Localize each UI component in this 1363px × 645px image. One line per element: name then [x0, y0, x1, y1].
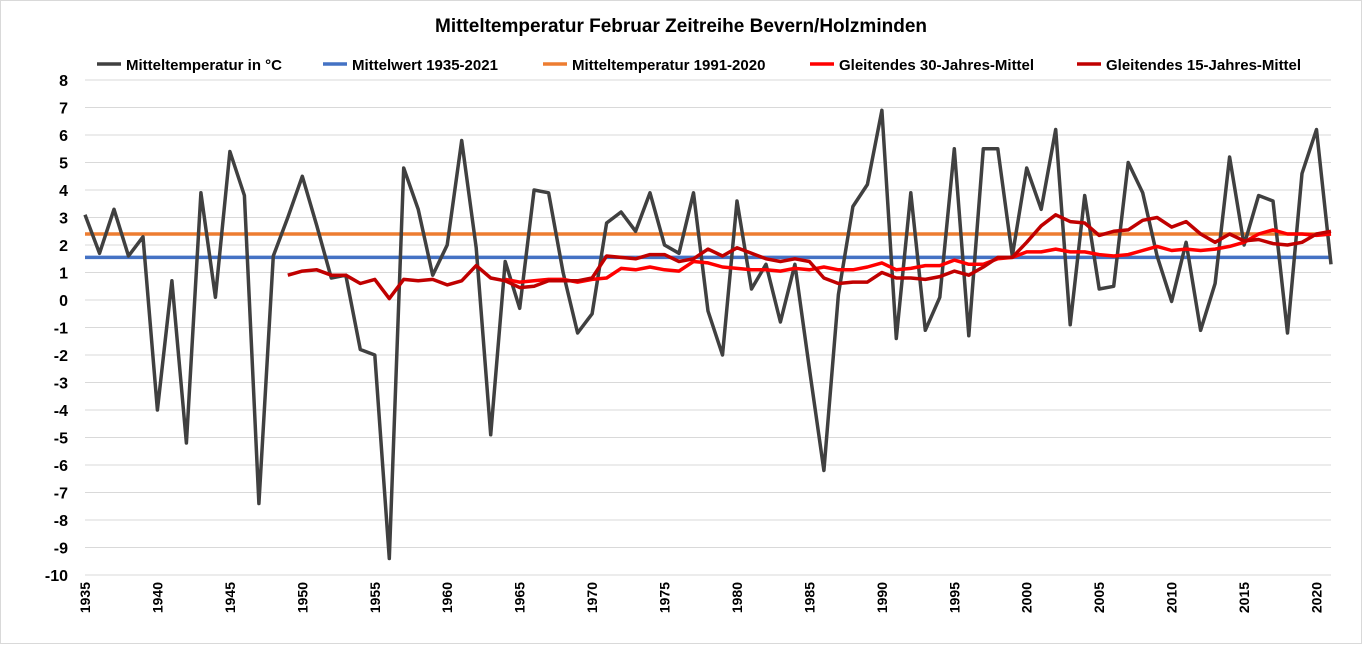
y-tick-label: 1: [59, 266, 68, 283]
x-tick-label: 2015: [1236, 582, 1252, 613]
y-tick-label: 0: [59, 293, 68, 310]
y-tick-label: -7: [54, 486, 68, 503]
x-tick-label: 2020: [1309, 582, 1325, 613]
y-tick-label: -8: [54, 513, 68, 530]
series-line-0: [83, 108, 1333, 561]
y-tick-label: -2: [54, 348, 68, 365]
x-tick-label: 1960: [439, 582, 455, 613]
series-lines: [83, 108, 1333, 561]
x-tick-label: 1965: [512, 582, 528, 613]
y-tick-label: -1: [54, 321, 68, 338]
x-tick-label: 2010: [1164, 582, 1180, 613]
legend-label: Gleitendes 15-Jahres-Mittel: [1106, 57, 1301, 74]
y-tick-label: 2: [59, 238, 68, 255]
legend-label: Mitteltemperatur 1991-2020: [572, 57, 765, 74]
y-tick-label: 5: [59, 156, 68, 173]
x-tick-label: 2000: [1019, 582, 1035, 613]
x-tick-label: 1950: [294, 582, 310, 613]
y-tick-label: -4: [54, 403, 68, 420]
x-tick-label: 1985: [801, 582, 817, 613]
y-tick-label: 3: [59, 211, 68, 228]
series-line-3: [504, 228, 1332, 284]
x-tick-label: 1995: [946, 582, 962, 613]
y-tick-label: -3: [54, 376, 68, 393]
y-tick-label: 7: [59, 101, 68, 118]
x-tick-label: 1940: [149, 582, 165, 613]
y-tick-label: -10: [45, 568, 68, 585]
x-tick-label: 1945: [222, 582, 238, 613]
x-tick-label: 1955: [367, 582, 383, 613]
x-tick-label: 2005: [1091, 582, 1107, 613]
legend: Mitteltemperatur in °C Mittelwert 1935-20…: [97, 57, 1301, 74]
series-line-4: [287, 213, 1332, 301]
y-tick-label: 4: [59, 183, 68, 200]
x-tick-label: 1980: [729, 582, 745, 613]
x-tick-label: 1935: [77, 582, 93, 613]
y-tick-label: -6: [54, 458, 68, 475]
y-tick-label: -9: [54, 541, 68, 558]
legend-label: Gleitendes 30-Jahres-Mittel: [839, 57, 1034, 74]
y-tick-label: -5: [54, 431, 68, 448]
x-tick-label: 1975: [657, 582, 673, 613]
legend-label: Mitteltemperatur in °C: [126, 57, 282, 74]
y-axis-ticks: 8 7 6 5 4 3 2 1 0 -1 -2 -3 -4 -5 -6 -7 -8 -9 -10: [45, 73, 68, 585]
x-axis-ticks: 1935 1940 1945 1950 1955 1960 1965 1970 1975 1980…: [77, 582, 1325, 613]
x-tick-label: 1990: [874, 582, 890, 613]
legend-label: Mittelwert 1935-2021: [352, 57, 498, 74]
y-tick-label: 8: [59, 73, 68, 90]
x-tick-label: 1970: [584, 582, 600, 613]
chart-title: Mitteltemperatur Februar Zeitreihe Bever…: [435, 16, 927, 37]
y-tick-label: 6: [59, 128, 68, 145]
